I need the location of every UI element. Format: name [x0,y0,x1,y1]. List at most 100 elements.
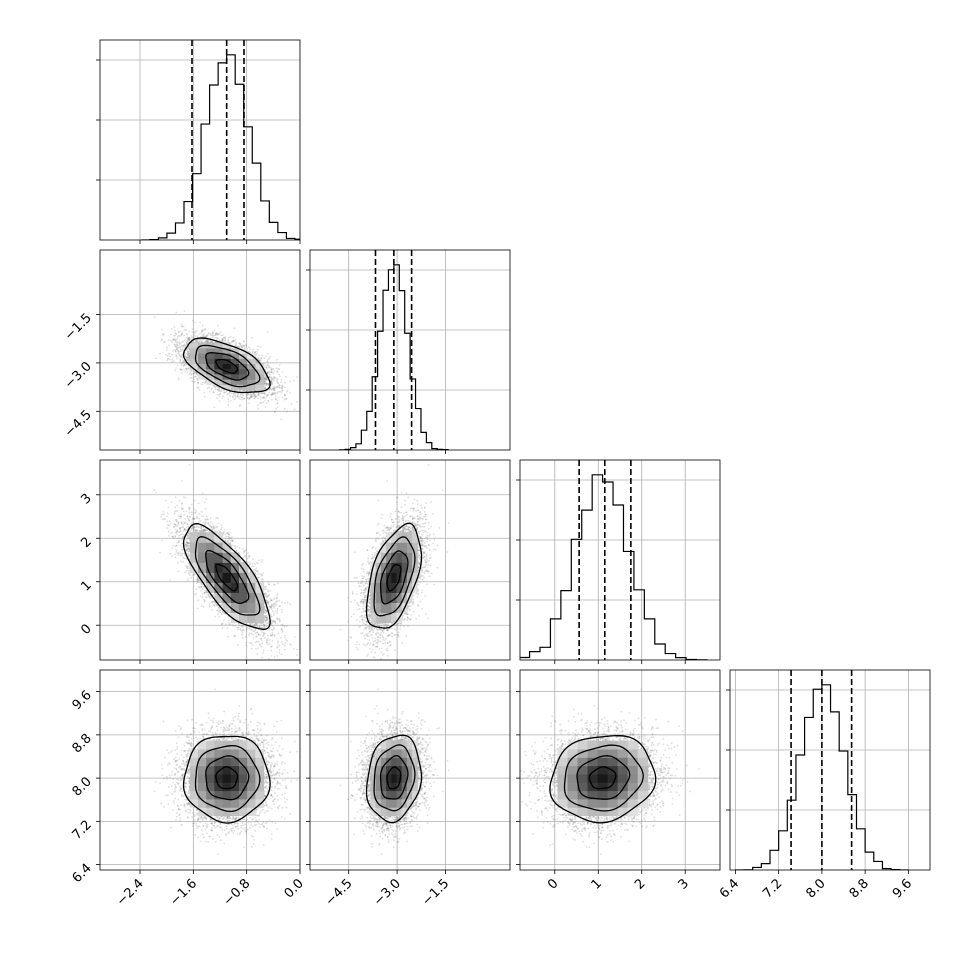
sample-point [163,333,165,336]
sample-point [265,382,268,385]
sample-point [270,377,273,380]
sample-point [283,398,286,401]
sample-point [180,341,183,344]
sample-point [218,389,220,392]
sample-point [265,384,268,387]
sample-point [239,395,242,398]
sample-point [317,407,319,409]
sample-point [184,370,186,373]
sample-point [203,333,205,335]
sample-point [261,401,264,404]
sample-point [220,390,223,393]
sample-point [176,336,179,338]
sample-point [275,367,278,370]
sample-point [232,336,235,339]
sample-point [177,330,180,333]
sample-point [270,371,273,374]
sample-point [182,361,185,364]
sample-point [185,342,188,345]
sample-point [218,388,221,391]
sample-point [273,389,276,392]
sample-point [249,348,251,351]
sample-point [240,345,243,348]
sample-point [187,356,189,359]
sample-point [187,357,190,360]
sample-point [250,395,253,398]
sample-point [265,382,268,385]
sample-point [171,358,174,361]
sample-point [217,337,219,340]
sample-point [268,376,271,378]
sample-point [176,357,178,360]
sample-point [185,367,188,370]
sample-point [267,366,270,369]
sample-point [186,371,189,374]
sample-point [284,381,286,384]
sample-point [278,383,281,386]
sample-point [265,366,268,369]
sample-point [273,410,276,413]
sample-point [232,339,235,342]
sample-point [177,378,180,381]
sample-point [177,334,180,337]
sample-point [185,367,188,370]
sample-point [177,353,180,356]
sample-point [194,330,197,333]
sample-point [252,392,255,395]
sample-point [186,358,189,361]
sample-point [259,401,262,404]
sample-point [187,351,189,353]
sample-point [229,335,232,338]
sample-point [178,335,181,338]
sample-point [227,404,230,406]
sample-point [202,335,204,338]
sample-point [265,395,268,398]
sample-point [264,378,267,380]
sample-point [193,331,195,334]
sample-point [275,408,277,410]
sample-point [179,358,182,361]
sample-point [212,391,215,394]
sample-point [191,380,194,383]
sample-point [239,393,242,396]
sample-point [196,339,199,341]
sample-point [273,389,275,391]
sample-point [196,373,198,376]
sample-point [180,368,182,371]
sample-point [175,348,178,351]
sample-point [206,334,209,337]
sample-point [276,402,279,405]
sample-point [285,390,288,393]
sample-point [193,376,196,378]
sample-point [173,343,176,346]
sample-point [170,327,173,330]
sample-point [186,350,189,353]
sample-point [217,333,220,335]
sample-point [212,341,215,343]
sample-point [182,344,185,347]
sample-point [238,405,241,407]
sample-point [182,345,184,348]
sample-point [265,394,268,397]
sample-point [265,382,268,385]
sample-point [263,386,266,389]
sample-point [198,332,201,335]
sample-point [257,391,260,394]
sample-point [187,336,190,339]
sample-point [242,390,245,393]
sample-point [248,351,251,353]
sample-point [246,389,248,392]
sample-point [278,373,281,376]
sample-point [259,359,262,362]
sample-point [268,391,271,394]
sample-point [199,338,202,341]
panel-frame [99,39,301,241]
sample-point [184,362,187,364]
sample-point [180,368,182,371]
sample-point [249,396,252,398]
sample-point [273,387,275,390]
sample-point [214,333,217,336]
sample-point [193,371,196,374]
sample-point [176,344,179,347]
sample-point [185,363,188,366]
